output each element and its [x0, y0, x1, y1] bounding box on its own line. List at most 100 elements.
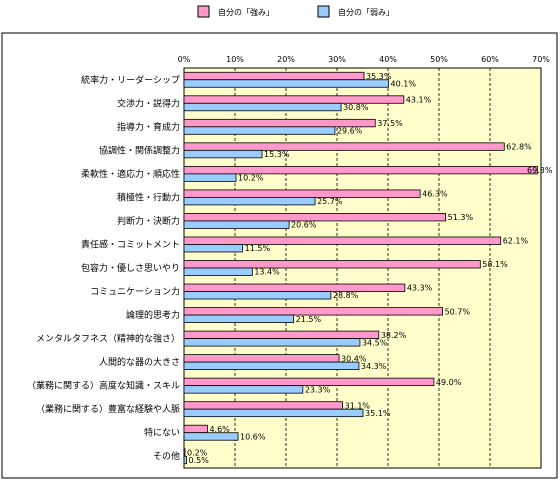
bar-weakness-12: [183, 361, 360, 371]
category-label-14: （業務に関する）豊富な経験や人脈: [36, 403, 180, 415]
bar-strength-4: [183, 165, 538, 175]
bar-weakness-15: [183, 432, 239, 441]
x-tick-label-4: 40%: [379, 55, 397, 64]
category-label-8: 包容力・優しさ思いやり: [81, 262, 180, 274]
legend-swatch-1: [317, 5, 330, 18]
bar-weakness-8: [183, 267, 253, 276]
bar-strength-3: [183, 142, 505, 151]
value-label-weakness-13: 23.3%: [305, 385, 331, 394]
value-label-strength-15: 4.6%: [209, 425, 230, 434]
value-label-strength-13: 49.0%: [436, 378, 462, 387]
bar-strength-8: [183, 260, 481, 269]
category-label-1: 交渉力・説得力: [117, 97, 180, 109]
value-label-strength-1: 43.1%: [406, 95, 432, 104]
value-label-weakness-3: 15.3%: [264, 150, 290, 159]
value-label-weakness-2: 29.6%: [337, 127, 363, 136]
value-label-weakness-4: 10.2%: [238, 174, 264, 183]
bar-strength-10: [183, 307, 443, 316]
bars: [183, 71, 538, 465]
value-label-strength-7: 62.1%: [503, 237, 529, 246]
x-tick-label-7: 70%: [532, 55, 550, 64]
value-label-strength-3: 62.8%: [506, 143, 532, 152]
category-label-11: メンタルタフネス（精神的な強さ）: [36, 333, 180, 345]
legend-swatch-0: [197, 5, 210, 18]
category-label-9: コミュニケーション力: [90, 286, 180, 298]
x-tick-label-1: 10%: [226, 55, 244, 64]
value-label-strength-14: 31.1%: [345, 401, 371, 410]
bar-weakness-0: [183, 79, 389, 88]
value-label-strength-10: 50.7%: [445, 307, 471, 316]
legend: 自分の「強み」 自分の「弱み」: [197, 5, 394, 18]
bar-strength-11: [183, 330, 380, 339]
x-tick-label-5: 50%: [430, 55, 448, 64]
bar-strength-13: [183, 377, 435, 387]
category-label-0: 統率力・リーダーシップ: [81, 74, 180, 86]
category-label-6: 判断力・決断力: [117, 215, 180, 227]
value-label-strength-2: 37.5%: [377, 119, 403, 128]
value-label-weakness-16: 0.5%: [189, 456, 210, 465]
bar-strength-12: [183, 354, 340, 363]
value-label-weakness-1: 30.8%: [343, 103, 369, 112]
bar-strength-7: [183, 236, 502, 245]
value-label-weakness-12: 34.3%: [361, 362, 387, 371]
value-label-strength-11: 38.2%: [381, 331, 407, 340]
value-label-weakness-6: 20.6%: [291, 221, 317, 230]
bar-weakness-2: [183, 126, 336, 135]
category-label-2: 指導力・育成力: [117, 121, 180, 133]
bar-strength-5: [183, 189, 421, 198]
category-label-5: 積極性・行動力: [117, 191, 180, 203]
category-label-7: 責任感・コミットメント: [81, 238, 180, 250]
category-label-16: その他: [153, 450, 180, 462]
x-tick-label-2: 20%: [277, 55, 295, 64]
bar-weakness-5: [183, 197, 316, 206]
value-label-strength-5: 46.3%: [422, 190, 448, 199]
value-label-weakness-8: 13.4%: [254, 268, 280, 277]
category-label-12: 人間的な器の大きさ: [99, 356, 180, 368]
value-label-strength-6: 51.3%: [448, 213, 474, 222]
value-label-strength-12: 30.4%: [341, 354, 367, 363]
bar-strength-14: [183, 401, 344, 410]
bar-weakness-14: [183, 408, 364, 418]
value-label-weakness-0: 40.1%: [391, 79, 417, 88]
bar-strength-16: [183, 448, 186, 457]
bar-weakness-1: [183, 102, 342, 112]
value-label-weakness-15: 10.6%: [240, 432, 266, 441]
value-label-weakness-11: 34.5%: [362, 338, 388, 347]
bar-weakness-7: [183, 244, 244, 253]
bar-strength-0: [183, 71, 365, 81]
category-label-10: 論理的思考力: [126, 309, 180, 321]
value-label-strength-8: 58.1%: [482, 260, 508, 269]
category-label-13: （業務に関する）高度な知識・スキル: [27, 380, 180, 392]
x-tick-label-3: 30%: [328, 55, 346, 64]
bar-weakness-16: [183, 455, 187, 465]
bar-strength-6: [183, 213, 447, 222]
category-label-15: 特にない: [144, 427, 180, 439]
x-tick-label-6: 60%: [481, 55, 499, 64]
value-label-strength-0: 35.3%: [366, 72, 392, 81]
bar-value-labels: 35.3%40.1% 43.1% 30.8% 37.5% 29.6% 62.8% 15.3%…: [187, 72, 553, 465]
value-label-weakness-14: 35.1%: [365, 409, 391, 418]
bar-weakness-9: [183, 291, 332, 300]
value-label-weakness-7: 11.5%: [245, 244, 271, 253]
bar-weakness-11: [183, 338, 361, 347]
category-label-3: 協調性・関係調整力: [99, 144, 180, 156]
value-label-strength-4: 69.3%: [527, 166, 553, 175]
bar-weakness-13: [183, 385, 304, 394]
legend-label-1: 自分の「弱み」: [338, 7, 394, 17]
bar-weakness-10: [183, 314, 295, 323]
x-axis-tick-labels: 0% 10% 20% 30% 40% 50% 60% 70%: [178, 55, 551, 64]
bar-strength-15: [183, 424, 208, 434]
value-label-strength-9: 43.3%: [407, 284, 433, 293]
category-label-4: 柔軟性・適応力・順応性: [81, 168, 180, 180]
x-tick-label-0: 0%: [178, 55, 191, 64]
value-label-weakness-9: 28.8%: [333, 291, 359, 300]
bar-strength-1: [183, 95, 405, 104]
legend-label-0: 自分の「強み」: [218, 7, 274, 17]
category-labels: 統率力・リーダーシップ交渉力・説得力指導力・育成力協調性・関係調整力柔軟性・適応…: [27, 74, 180, 462]
bar-weakness-6: [183, 220, 290, 229]
bar-strength-9: [183, 283, 406, 292]
bar-weakness-3: [183, 149, 263, 159]
value-label-weakness-10: 21.5%: [296, 315, 322, 324]
value-label-strength-16: 0.2%: [187, 448, 208, 457]
